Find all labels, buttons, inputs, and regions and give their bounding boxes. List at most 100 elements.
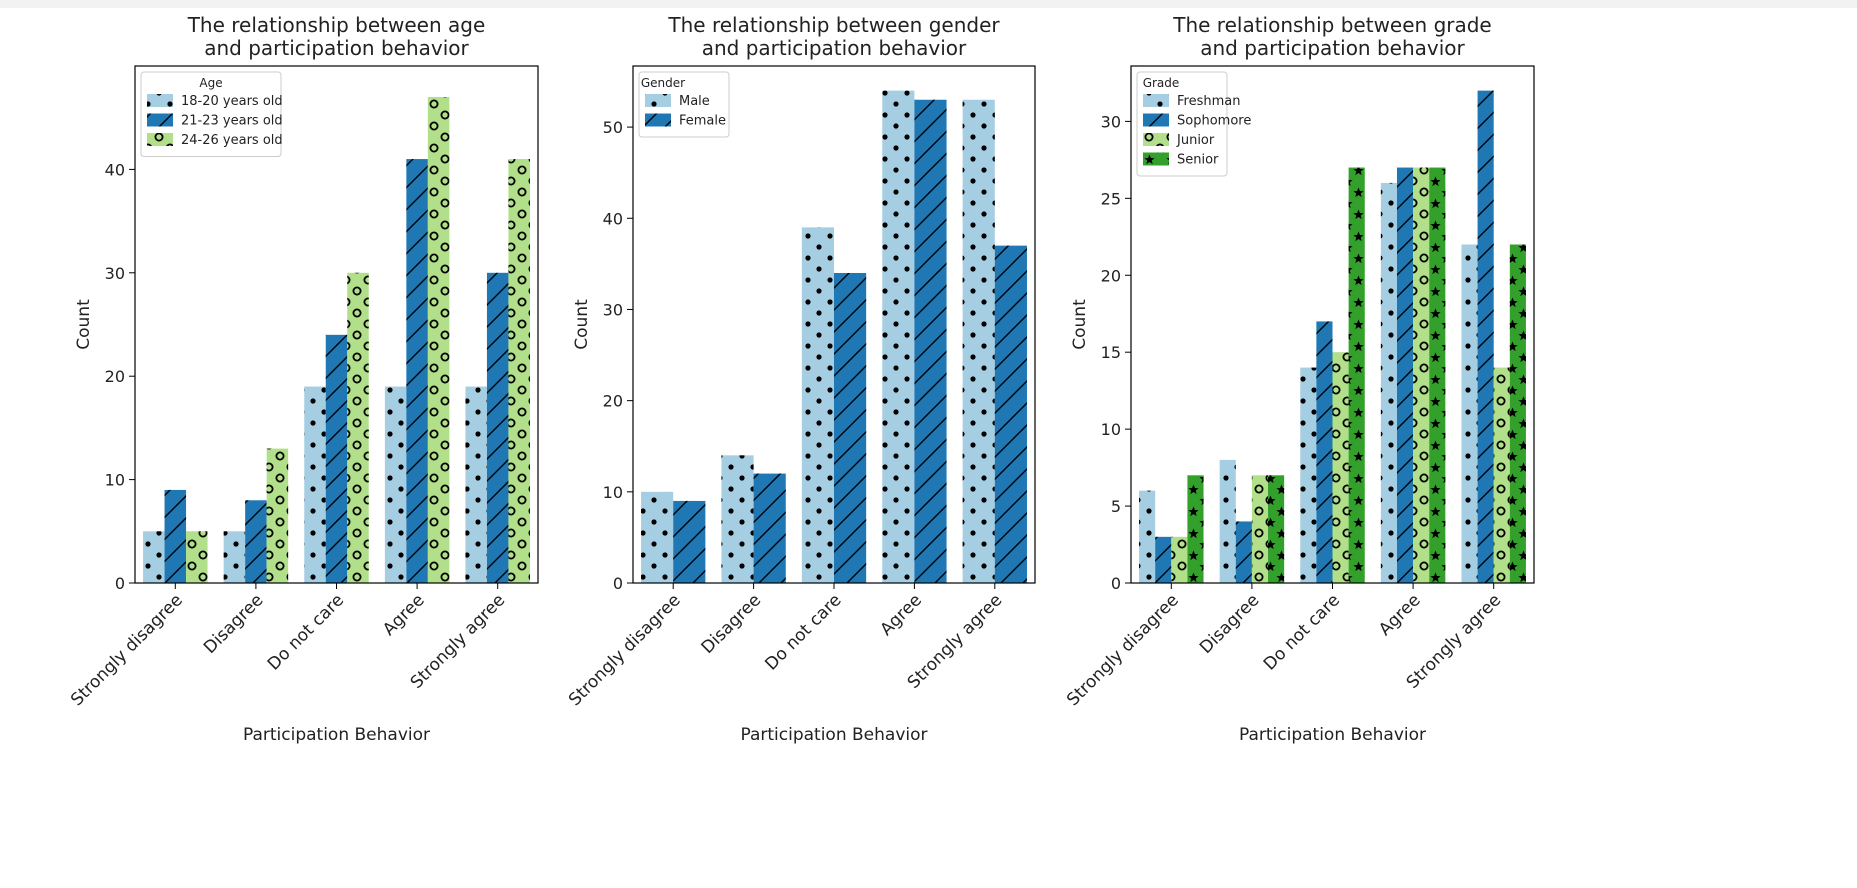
bar-hatch-female-do-not-care xyxy=(834,272,867,583)
y-tick-label: 10 xyxy=(105,471,125,490)
bar-hatch-freshman-strongly-disagree xyxy=(1139,490,1156,583)
x-tick-label-do-not-care: Do not care xyxy=(761,590,845,674)
y-tick-label: 20 xyxy=(1101,266,1121,285)
chart-title-line-2: and participation behavior xyxy=(702,36,967,60)
bar-hatch-female-agree xyxy=(914,99,947,583)
bar-hatch-sophomore-agree xyxy=(1396,167,1414,583)
bar-hatch-junior-strongly-agree xyxy=(1493,367,1510,583)
chart-title-line-2: and participation behavior xyxy=(1200,36,1465,60)
y-tick-label: 0 xyxy=(613,574,623,593)
bar-hatch-senior-strongly-agree xyxy=(1509,244,1526,583)
bar-hatch-sophomore-strongly-agree xyxy=(1477,90,1494,583)
y-tick-label: 50 xyxy=(603,118,623,137)
y-tick-label: 5 xyxy=(1111,497,1121,516)
bar-hatch-21-23-years-old-do-not-care xyxy=(325,334,348,583)
bar-hatch-21-23-years-old-disagree xyxy=(245,500,267,583)
chart-title-line-1: The relationship between grade xyxy=(1172,13,1492,37)
bar-hatch-male-disagree xyxy=(721,455,754,583)
bar-hatch-24-26-years-old-strongly-disagree xyxy=(186,531,208,583)
y-tick-label: 30 xyxy=(603,300,623,319)
bar-hatch-18-20-years-old-agree xyxy=(384,386,407,583)
legend-title: Gender xyxy=(641,76,685,90)
bar-hatch-21-23-years-old-strongly-disagree xyxy=(164,489,187,583)
y-tick-label: 20 xyxy=(603,392,623,411)
y-tick-label: 0 xyxy=(1111,574,1121,593)
x-tick-label-do-not-care: Do not care xyxy=(264,590,348,674)
axes-frame xyxy=(1130,65,1535,584)
bar-hatch-junior-strongly-disagree xyxy=(1171,536,1188,583)
legend-entry-18-20-years-old: 18-20 years old xyxy=(181,94,283,109)
x-axis-label: Participation Behavior xyxy=(243,725,430,745)
x-axis-label: Participation Behavior xyxy=(740,725,927,745)
bar-hatch-18-20-years-old-strongly-agree xyxy=(465,386,487,583)
legend-box xyxy=(140,71,282,157)
bar-hatch-24-26-years-old-agree xyxy=(427,97,450,584)
bar-hatch-18-20-years-old-do-not-care xyxy=(304,386,326,583)
y-axis-label: Count xyxy=(572,299,592,350)
chart-title-line-1: The relationship between gender xyxy=(667,13,1000,37)
x-tick-label-agree: Agree xyxy=(876,590,925,639)
y-axis-label: Count xyxy=(1070,299,1090,350)
x-tick-label-disagree: Disagree xyxy=(200,590,267,657)
x-tick-label-agree: Agree xyxy=(1375,590,1424,639)
window-top-strip xyxy=(0,0,1857,8)
bar-hatch-21-23-years-old-strongly-agree xyxy=(486,272,509,583)
legend-entry-senior: Senior xyxy=(1177,153,1219,168)
bar-hatch-sophomore-strongly-disagree xyxy=(1155,536,1172,583)
legend-entry-female: Female xyxy=(679,114,726,129)
x-tick-label-agree: Agree xyxy=(379,590,428,639)
legend-title: Grade xyxy=(1143,76,1180,90)
bar-hatch-18-20-years-old-disagree xyxy=(223,531,246,583)
bar-hatch-male-do-not-care xyxy=(801,227,834,583)
legend-entry-freshman: Freshman xyxy=(1177,94,1240,109)
bar-hatch-sophomore-do-not-care xyxy=(1316,321,1333,583)
bar-hatch-female-strongly-agree xyxy=(994,245,1027,583)
x-tick-label-strongly-disagree: Strongly disagree xyxy=(67,590,187,710)
legend-swatch-hatch-senior xyxy=(1143,152,1169,166)
chart-title-line-1: The relationship between age xyxy=(187,13,486,37)
y-tick-label: 40 xyxy=(603,209,623,228)
bar-hatch-freshman-agree xyxy=(1380,182,1397,583)
bar-hatch-18-20-years-old-strongly-disagree xyxy=(143,531,165,583)
bar-hatch-senior-do-not-care xyxy=(1348,167,1365,583)
bar-hatch-freshman-do-not-care xyxy=(1300,367,1317,583)
legend-swatch-hatch-male xyxy=(645,94,671,107)
y-axis-label: Count xyxy=(74,299,94,350)
legend-swatch-hatch-18-20-years-old xyxy=(147,94,173,107)
bar-hatch-24-26-years-old-strongly-agree xyxy=(508,159,530,583)
axes-frame xyxy=(632,65,1036,584)
bar-hatch-female-disagree xyxy=(753,473,786,583)
chart-title-line-2: and participation behavior xyxy=(204,36,469,60)
bar-hatch-24-26-years-old-disagree xyxy=(266,448,289,583)
x-tick-label-disagree: Disagree xyxy=(698,590,765,657)
axes-frame xyxy=(134,65,539,584)
y-tick-label: 0 xyxy=(115,574,125,593)
bar-hatch-male-strongly-agree xyxy=(962,99,995,583)
bar-hatch-junior-do-not-care xyxy=(1332,352,1349,583)
bar-hatch-senior-agree xyxy=(1429,167,1446,583)
bar-hatch-freshman-disagree xyxy=(1219,459,1236,583)
bar-hatch-sophomore-disagree xyxy=(1235,521,1252,583)
legend-entry-sophomore: Sophomore xyxy=(1177,114,1251,129)
legend-swatch-hatch-sophomore xyxy=(1143,113,1169,127)
bar-hatch-24-26-years-old-do-not-care xyxy=(347,272,369,583)
legend-title: Age xyxy=(199,76,222,90)
y-tick-label: 15 xyxy=(1101,343,1121,362)
y-tick-label: 20 xyxy=(105,367,125,386)
y-tick-label: 25 xyxy=(1101,189,1121,208)
y-tick-label: 10 xyxy=(1101,420,1121,439)
x-tick-label-do-not-care: Do not care xyxy=(1260,590,1344,674)
legend-swatch-hatch-21-23-years-old xyxy=(147,113,173,127)
x-axis-label: Participation Behavior xyxy=(1239,725,1426,745)
bar-hatch-male-strongly-disagree xyxy=(641,491,674,583)
legend-swatch-hatch-female xyxy=(645,113,671,127)
y-tick-label: 30 xyxy=(105,264,125,283)
y-tick-label: 40 xyxy=(105,160,125,179)
legend-swatch-hatch-freshman xyxy=(1143,94,1169,107)
bar-hatch-female-strongly-disagree xyxy=(673,500,706,583)
y-tick-label: 10 xyxy=(603,483,623,502)
